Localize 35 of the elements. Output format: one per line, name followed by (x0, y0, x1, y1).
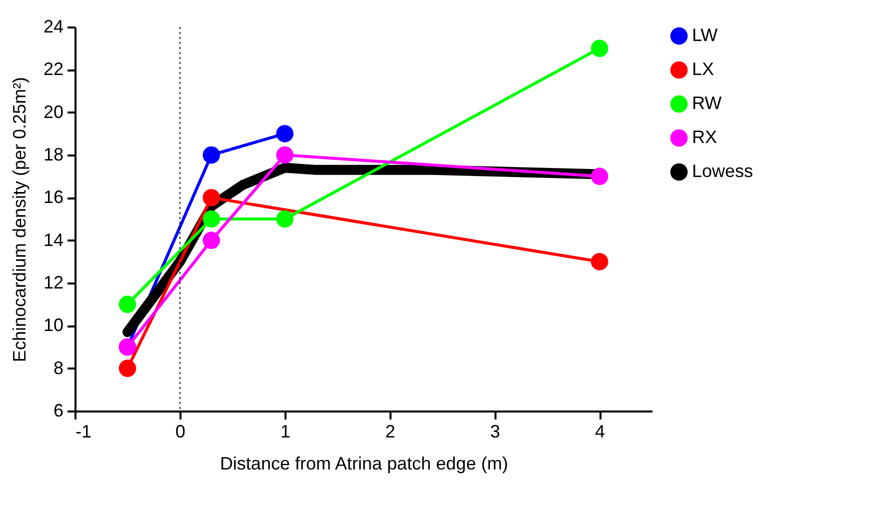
legend-label: LX (692, 59, 714, 79)
x-tick-label: 0 (175, 422, 186, 442)
point (276, 146, 294, 164)
y-tick-label: 24 (43, 16, 64, 36)
y-tick-label: 6 (53, 400, 64, 420)
point (276, 125, 294, 142)
y-tick-label: 8 (53, 358, 64, 378)
y-tick-label: 12 (43, 272, 64, 292)
y-tick-label: 14 (43, 230, 64, 250)
y-tick-label: 20 (43, 102, 64, 122)
x-tick-label: 1 (280, 422, 290, 442)
x-tick-label: 4 (595, 422, 606, 442)
point (590, 253, 608, 270)
legend-label: RW (692, 93, 722, 113)
point (276, 210, 294, 228)
y-tick-label: 10 (43, 315, 64, 336)
x-axis-title: Distance from Atrina patch edge (m) (220, 454, 508, 474)
x-tick-label: -1 (76, 422, 92, 442)
y-tick-label: 16 (43, 187, 64, 208)
point (590, 168, 608, 185)
point (590, 40, 608, 57)
point (202, 146, 220, 164)
legend-label: Lowess (692, 161, 754, 181)
y-tick-label: 22 (43, 59, 64, 80)
point (118, 296, 136, 313)
point (202, 232, 220, 249)
point (202, 210, 220, 228)
x-tick-label: 3 (490, 422, 500, 442)
legend-label: RX (692, 127, 718, 147)
x-tick-label: 2 (385, 422, 396, 442)
point (202, 189, 220, 206)
y-axis-title: Echinocardium density (per 0.25m²) (9, 76, 30, 362)
point (118, 360, 136, 377)
y-tick-label: 18 (43, 144, 64, 164)
legend-label: LW (692, 25, 718, 45)
